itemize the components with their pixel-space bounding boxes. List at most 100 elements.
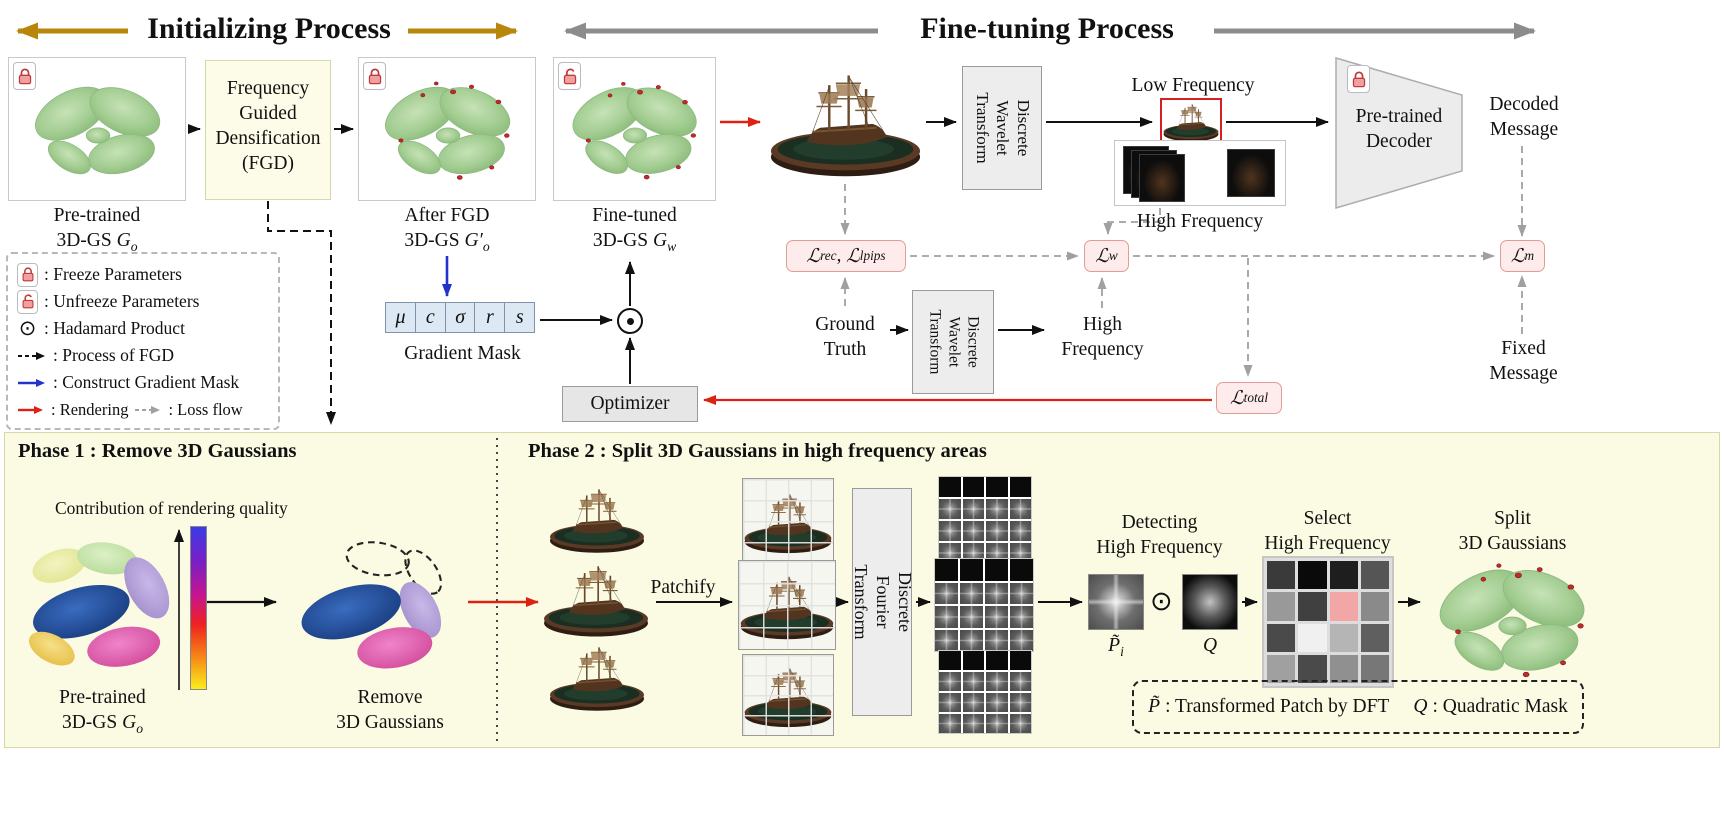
- patch-grid-image: [742, 654, 834, 736]
- q-symbol: Q: [1413, 696, 1428, 717]
- legend-item-fgd-process: : Process of FGD: [17, 342, 269, 369]
- quadratic-mask-image: [1182, 574, 1238, 630]
- optimizer-box: Optimizer: [562, 386, 698, 422]
- dwt-label: Discrete Wavelet Transform: [926, 309, 982, 375]
- dft-magnitude-cell: [986, 693, 1008, 712]
- dft-magnitude-cell: [985, 606, 1008, 628]
- p-tilde-label: P̃i: [1108, 635, 1124, 659]
- finetuned-3dgs-box: [553, 57, 716, 201]
- legend-item-freeze: : Freeze Parameters: [17, 261, 269, 288]
- phase1-title: Phase 1 : Remove 3D Gaussians: [18, 440, 297, 462]
- p-tilde-patch-image: [1088, 574, 1144, 630]
- hadamard-product-icon: ⊙: [1150, 586, 1173, 616]
- ship-view-image: [548, 482, 646, 554]
- p-tilde-symbol: P̃: [1148, 696, 1161, 717]
- select-grid-cell: [1298, 654, 1327, 683]
- fgd-box: Frequency Guided Densification (FGD): [205, 60, 331, 200]
- hadamard-product-icon: [617, 308, 643, 334]
- high-frequency-output-label: High Frequency: [1061, 314, 1144, 361]
- decoded-message-label: Decoded Message: [1489, 94, 1559, 141]
- dft-magnitude-cell: [986, 714, 1008, 733]
- dft-magnitude-grid: [938, 650, 1032, 734]
- pretrained-cluster-label: Pre-trained 3D-GS Go: [59, 687, 146, 736]
- select-grid-cell: [1267, 654, 1296, 683]
- detecting-label: Detecting High Frequency: [1096, 512, 1223, 559]
- low-frequency-thumb: [1160, 98, 1222, 144]
- lock-closed-icon: [13, 62, 36, 90]
- finetuned-3dgs-label: Fine-tuned 3D-GS Gw: [592, 205, 677, 254]
- dft-magnitude-cell: [939, 521, 961, 541]
- contribution-colorbar: [190, 526, 207, 690]
- dft-magnitude-cell: [962, 714, 984, 733]
- red-arrow-icon: [18, 405, 43, 414]
- dwt-box-2: Discrete Wavelet Transform: [912, 290, 994, 394]
- patch-grid-image: [742, 478, 834, 564]
- select-grid-cell: [1360, 623, 1389, 652]
- contribution-label: Contribution of rendering quality: [55, 498, 288, 518]
- q-label: Q: [1202, 635, 1218, 656]
- dft-magnitude-cell: [935, 606, 958, 628]
- dft-magnitude-cell: [1009, 477, 1031, 497]
- patch-grid-overlay: [739, 561, 835, 649]
- decoder-label: Pre-trained Decoder: [1355, 106, 1443, 153]
- dft-magnitude-cell: [1009, 672, 1031, 691]
- select-grid-cell: [1329, 592, 1358, 621]
- select-grid-cell: [1360, 592, 1389, 621]
- after-fgd-box: [358, 57, 536, 201]
- dft-magnitude-cell: [1010, 606, 1033, 628]
- dft-magnitude-cell: [1009, 693, 1031, 712]
- dft-magnitude-cell: [1010, 629, 1033, 651]
- dft-magnitude-cell: [939, 714, 961, 733]
- dft-magnitude-cell: [960, 582, 983, 604]
- ship-thumb-image: [1162, 100, 1220, 142]
- mask-cell-s: s: [504, 302, 536, 333]
- mask-cell-sigma: σ: [444, 302, 476, 333]
- phase2-title: Phase 2 : Split 3D Gaussians in high fre…: [528, 440, 987, 462]
- mask-cell-r: r: [474, 302, 506, 333]
- high-frequency-tile: [1227, 149, 1275, 197]
- dft-magnitude-cell: [935, 559, 958, 581]
- dft-magnitude-cell: [986, 477, 1008, 497]
- split-gaussians-label: Split 3D Gaussians: [1458, 508, 1567, 555]
- lock-open-icon: [17, 289, 38, 314]
- patch-grid-image: [738, 560, 836, 650]
- ground-truth-label: Ground Truth: [815, 314, 875, 361]
- gray-dashed-arrow-icon: [135, 405, 161, 414]
- dft-magnitude-grid: [934, 558, 1034, 652]
- p-tilde-legend-text: : Transformed Patch by DFT: [1165, 696, 1390, 717]
- dft-magnitude-cell: [939, 477, 961, 497]
- rendered-ship-image: [768, 62, 923, 180]
- legend-item-gradient-mask: : Construct Gradient Mask: [17, 369, 269, 396]
- dft-magnitude-cell: [935, 629, 958, 651]
- dft-magnitude-cell: [939, 693, 961, 712]
- select-grid-cell: [1267, 623, 1296, 652]
- dft-magnitude-cell: [986, 499, 1008, 519]
- dft-magnitude-cell: [1009, 714, 1031, 733]
- dft-magnitude-cell: [962, 651, 984, 670]
- select-grid-cell: [1298, 592, 1327, 621]
- dft-magnitude-cell: [962, 499, 984, 519]
- legend-box: : Freeze Parameters : Unfreeze Parameter…: [6, 252, 280, 430]
- dft-magnitude-cell: [939, 499, 961, 519]
- patchify-label: Patchify: [650, 577, 716, 598]
- dft-magnitude-cell: [939, 651, 961, 670]
- dft-magnitude-cell: [985, 629, 1008, 651]
- select-grid: [1262, 556, 1394, 688]
- finetuning-process-title: Fine-tuning Process: [920, 12, 1174, 45]
- dft-magnitude-cell: [986, 521, 1008, 541]
- dft-magnitude-cell: [1010, 559, 1033, 581]
- dft-magnitude-cell: [985, 559, 1008, 581]
- decoder-trapezoid: [1335, 57, 1463, 209]
- dft-magnitude-cell: [985, 582, 1008, 604]
- gaussian-flower-watermarked-image: [367, 70, 529, 196]
- select-grid-cell: [1298, 561, 1327, 590]
- mask-cell-c: c: [414, 302, 446, 333]
- select-grid-cell: [1360, 561, 1389, 590]
- lock-closed-icon: [363, 62, 386, 90]
